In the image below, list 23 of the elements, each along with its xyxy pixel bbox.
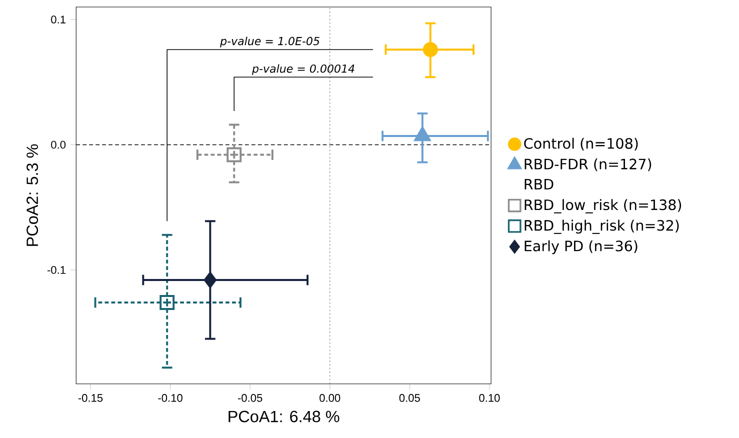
- y-tick-label: 0.1: [51, 16, 66, 24]
- point: [422, 42, 438, 58]
- x-tick-label: 0.05: [399, 394, 420, 402]
- legend-title: RBD: [524, 178, 554, 190]
- x-tick-label: 0.00: [320, 394, 340, 402]
- point: [204, 272, 217, 288]
- point: [226, 147, 242, 162]
- y-tick-label: 0.0: [51, 140, 66, 149]
- x-tick-label: -0.05: [238, 394, 262, 402]
- legend-label: RBD_low_risk (n=138): [524, 199, 682, 214]
- legend-label: RBD_high_risk (n=32): [524, 220, 679, 234]
- legend-label: Control (n=108): [524, 138, 638, 151]
- y-axis-title: PCoA2: 5.3 %: [26, 144, 38, 246]
- x-tick-label: 0.10: [479, 394, 500, 402]
- legend-label: RBD-FDR (n=127): [524, 158, 652, 172]
- point: [160, 295, 175, 310]
- legend-label: Early PD (n=36): [524, 240, 638, 254]
- x-tick-label: -0.15: [78, 394, 103, 402]
- x-tick-label: -0.10: [158, 394, 182, 402]
- annotation: p-value = 1.0E-05: [220, 36, 320, 48]
- x-axis-title: PCoA1: 6.48 %: [228, 410, 340, 422]
- y-tick-label: -0.1: [47, 266, 66, 274]
- annotation: p-value = 0.00014: [252, 64, 354, 75]
